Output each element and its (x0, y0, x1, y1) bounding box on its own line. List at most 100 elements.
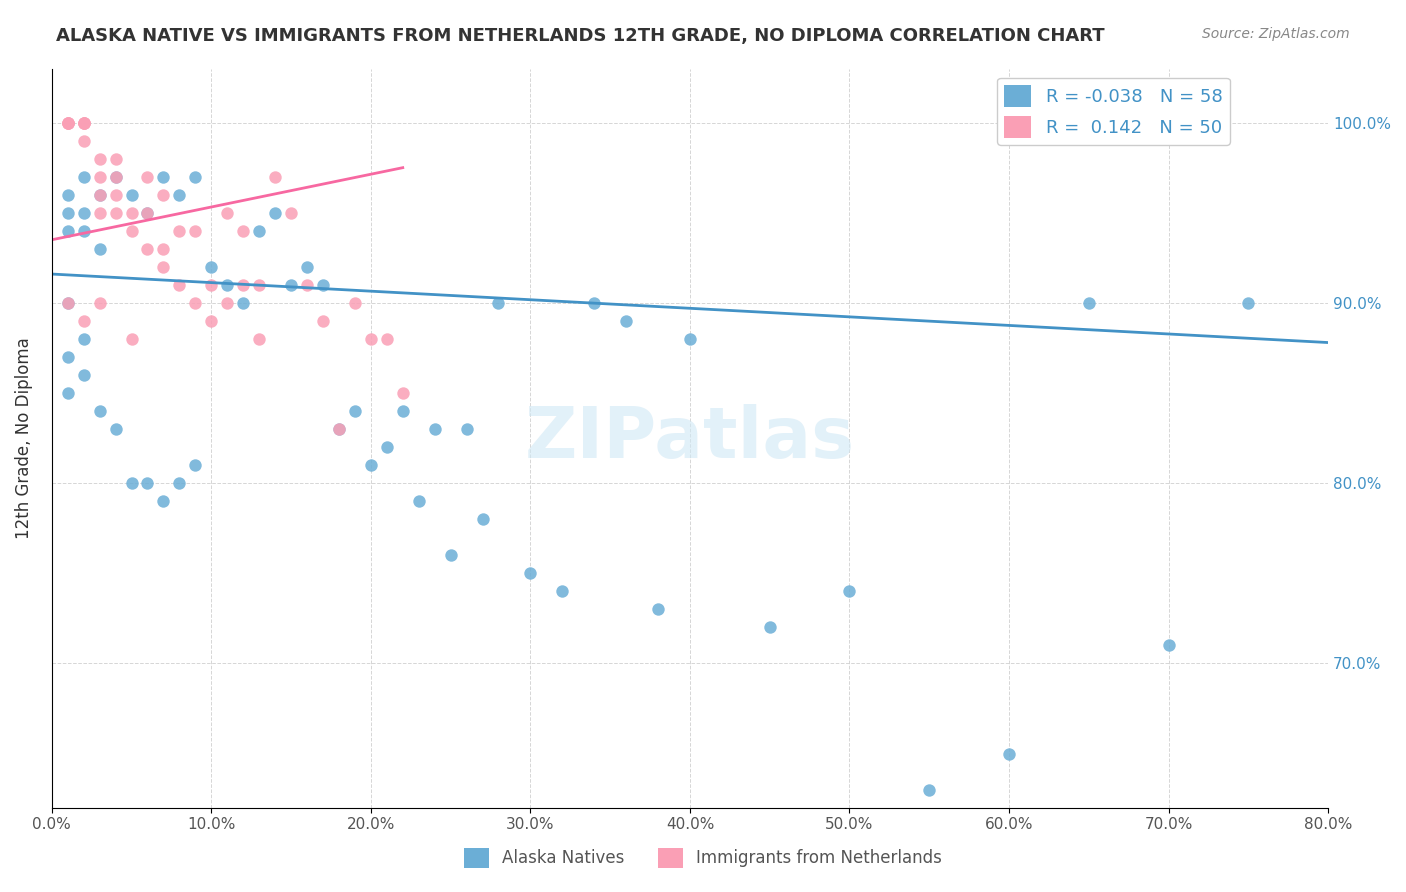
Point (73, 332, 96, 346)
Point (758, 620, 780, 634)
Point (328, 422, 350, 436)
Point (184, 296, 207, 310)
Point (73, 368, 96, 382)
Point (360, 332, 382, 346)
Point (56, 187, 79, 202)
Text: ALASKA NATIVE VS IMMIGRANTS FROM NETHERLANDS 12TH GRADE, NO DIPLOMA CORRELATION : ALASKA NATIVE VS IMMIGRANTS FROM NETHERL… (56, 27, 1105, 45)
Point (73, 115, 96, 129)
Point (647, 602, 669, 616)
Point (375, 332, 398, 346)
Point (232, 277, 254, 292)
Point (89, 206, 111, 220)
Point (104, 169, 127, 184)
Point (73, 134, 96, 148)
Point (169, 476, 191, 491)
Point (679, 332, 702, 346)
Point (152, 242, 174, 256)
Point (838, 584, 860, 599)
Point (73, 115, 96, 129)
Point (184, 169, 207, 184)
Point (136, 206, 159, 220)
Point (104, 187, 127, 202)
Point (121, 206, 143, 220)
Point (56, 115, 79, 129)
Legend: Alaska Natives, Immigrants from Netherlands: Alaska Natives, Immigrants from Netherla… (457, 841, 949, 875)
Point (200, 260, 222, 274)
Point (56, 206, 79, 220)
Point (136, 169, 159, 184)
Point (136, 476, 159, 491)
Point (56, 115, 79, 129)
Point (217, 296, 239, 310)
Point (280, 277, 302, 292)
Point (583, 296, 606, 310)
Point (200, 314, 222, 328)
Point (328, 422, 350, 436)
Point (56, 224, 79, 238)
Point (152, 187, 174, 202)
Point (247, 332, 270, 346)
Point (73, 206, 96, 220)
Point (360, 458, 382, 472)
Point (89, 296, 111, 310)
Point (391, 386, 413, 401)
Point (121, 332, 143, 346)
Point (264, 169, 287, 184)
Point (247, 224, 270, 238)
Point (1237, 296, 1260, 310)
Point (73, 115, 96, 129)
Point (295, 260, 318, 274)
Point (456, 422, 478, 436)
Point (136, 206, 159, 220)
Point (1157, 639, 1180, 653)
Point (89, 187, 111, 202)
Point (519, 566, 541, 581)
Point (169, 187, 191, 202)
Point (89, 169, 111, 184)
Point (312, 277, 335, 292)
Point (295, 277, 318, 292)
Point (56, 386, 79, 401)
Point (89, 242, 111, 256)
Point (918, 782, 941, 797)
Point (375, 440, 398, 454)
Point (471, 512, 494, 526)
Point (121, 224, 143, 238)
Text: ZIPatlas: ZIPatlas (524, 403, 855, 473)
Point (169, 224, 191, 238)
Point (1077, 296, 1099, 310)
Point (56, 115, 79, 129)
Text: Source: ZipAtlas.com: Source: ZipAtlas.com (1202, 27, 1350, 41)
Point (152, 260, 174, 274)
Point (73, 314, 96, 328)
Point (391, 404, 413, 418)
Point (104, 422, 127, 436)
Point (184, 458, 207, 472)
Point (408, 494, 430, 508)
Point (232, 296, 254, 310)
Point (56, 115, 79, 129)
Point (280, 206, 302, 220)
Point (136, 242, 159, 256)
Point (343, 404, 366, 418)
Point (551, 584, 574, 599)
Point (423, 422, 446, 436)
Point (312, 314, 335, 328)
Point (614, 314, 637, 328)
Point (200, 277, 222, 292)
Point (73, 115, 96, 129)
Y-axis label: 12th Grade, No Diploma: 12th Grade, No Diploma (15, 337, 32, 539)
Point (152, 169, 174, 184)
Point (998, 747, 1021, 761)
Point (104, 169, 127, 184)
Point (247, 277, 270, 292)
Point (56, 296, 79, 310)
Point (73, 169, 96, 184)
Point (488, 296, 510, 310)
Point (217, 206, 239, 220)
Point (184, 224, 207, 238)
Point (439, 549, 461, 563)
Point (343, 296, 366, 310)
Point (104, 152, 127, 166)
Point (264, 206, 287, 220)
